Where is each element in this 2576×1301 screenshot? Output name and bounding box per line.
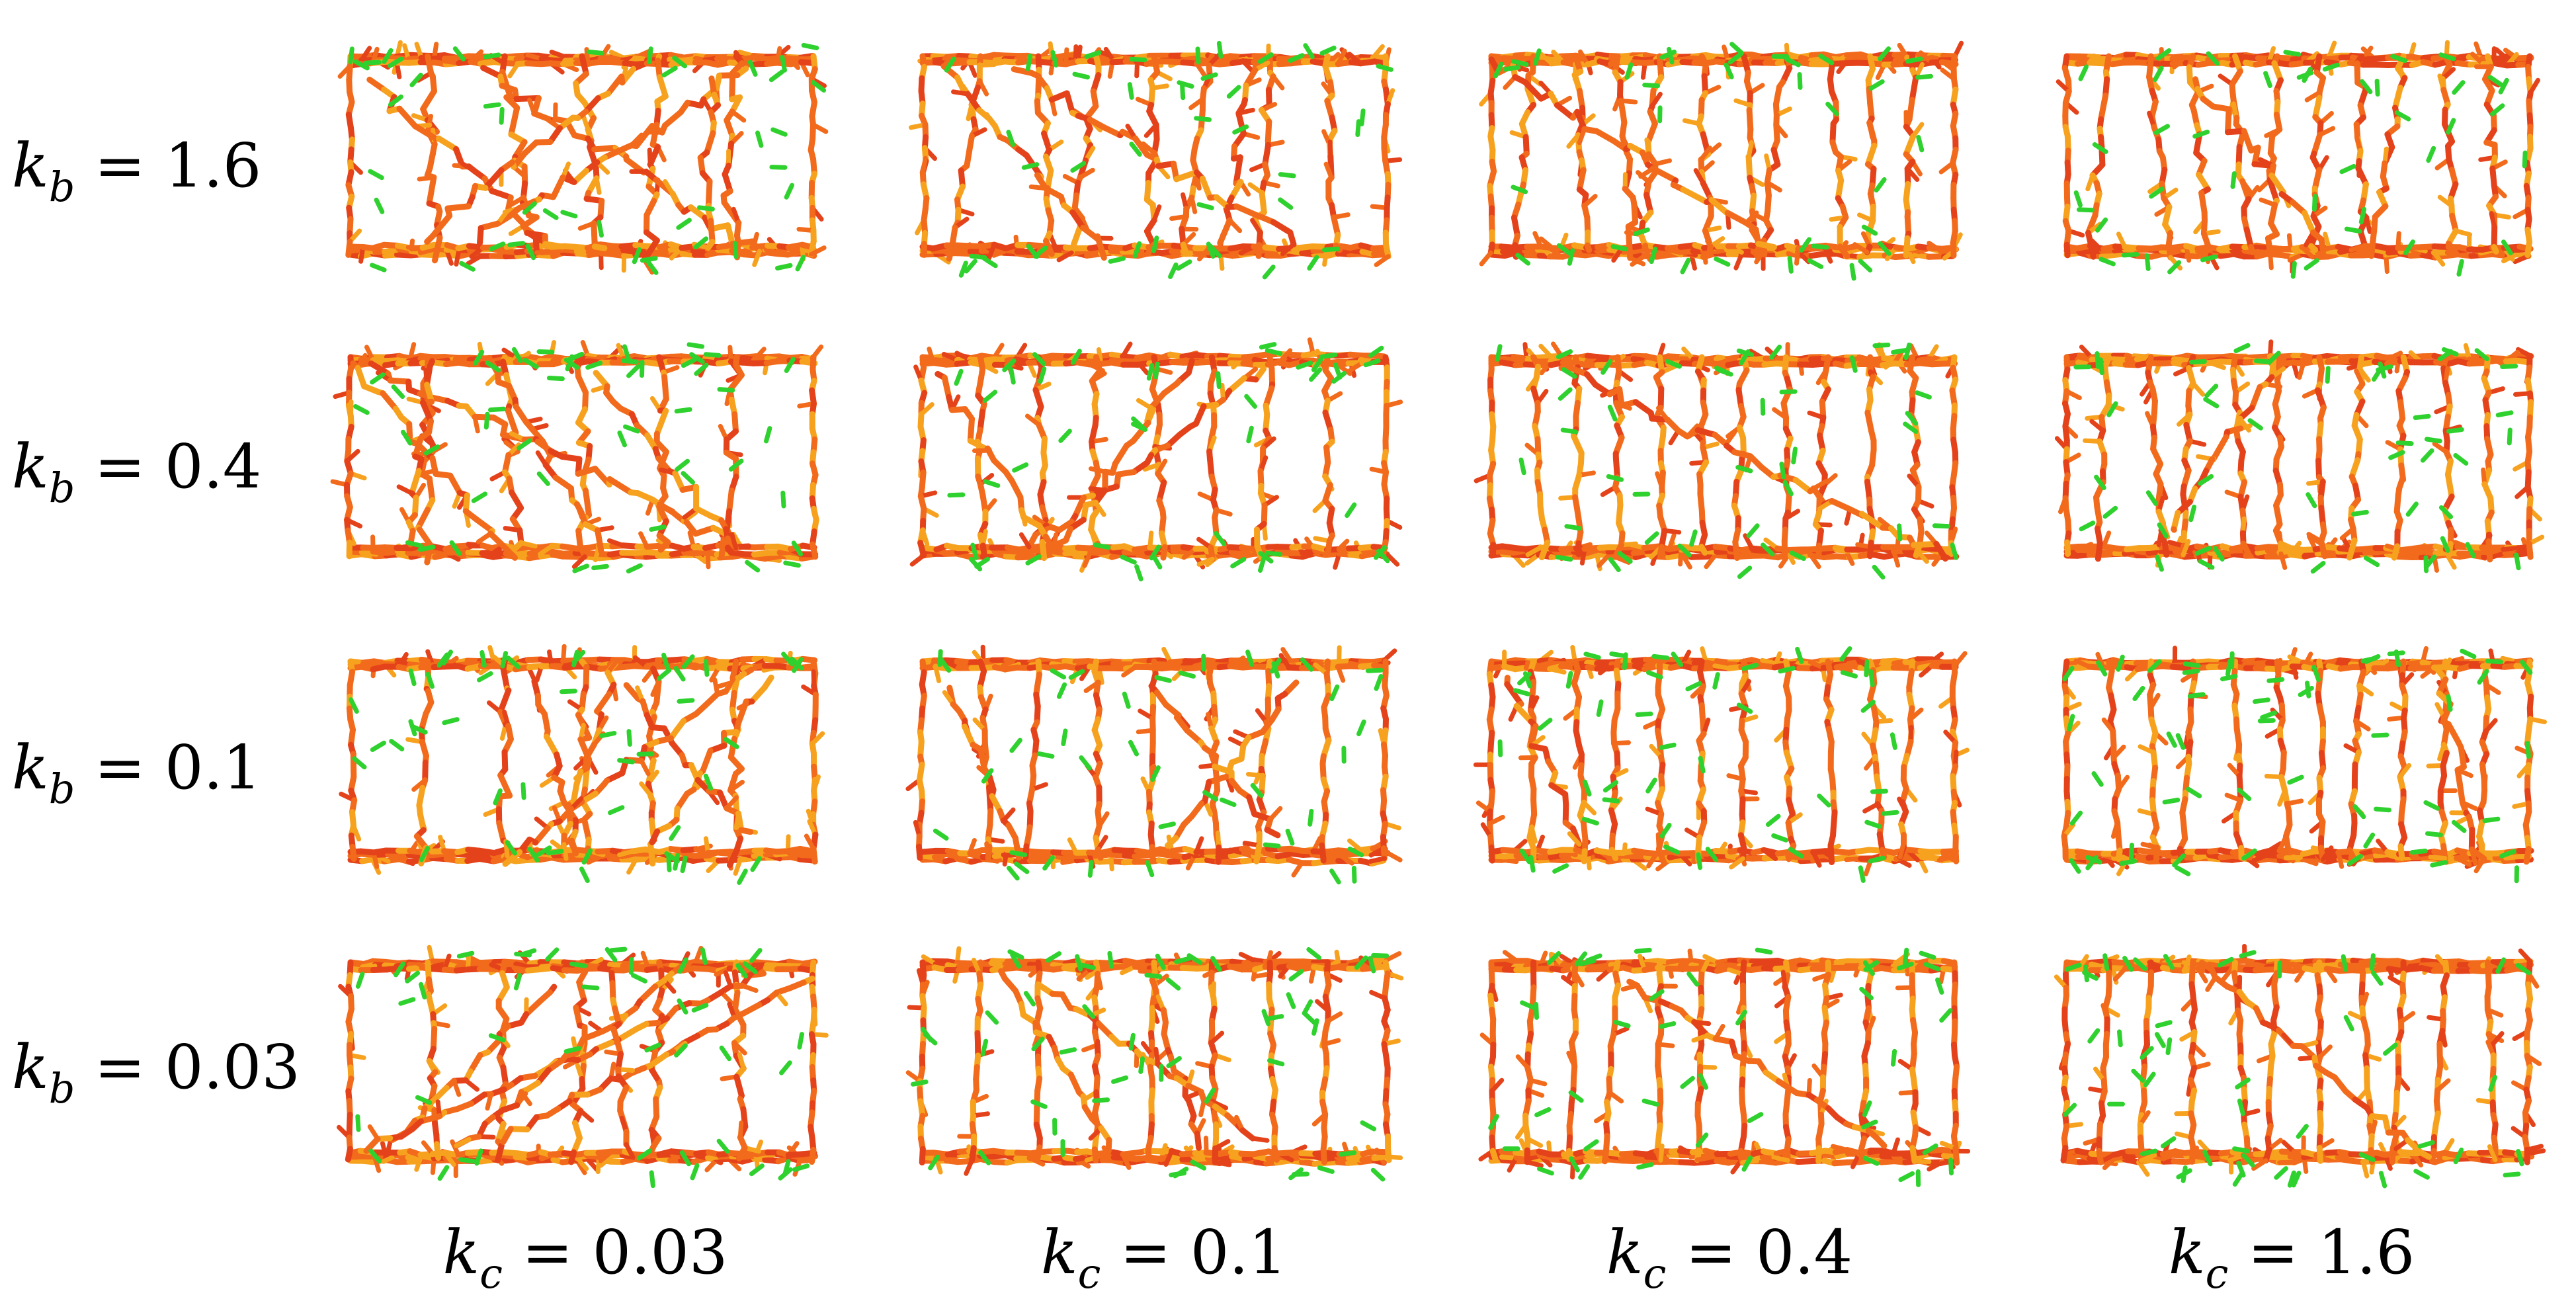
row-label-3: kb = 0.03 <box>12 1032 300 1112</box>
column-label-2: kc = 0.4 <box>1606 1217 1852 1298</box>
panel-r1-c0 <box>330 340 824 573</box>
panel-r3-c0 <box>337 944 829 1189</box>
panel-r2-c0 <box>339 644 825 885</box>
panel-r1-c3 <box>2054 339 2545 574</box>
panel-r0-c1 <box>909 40 1403 280</box>
panel-r1-c1 <box>909 337 1403 581</box>
row-label-2: kb = 0.1 <box>12 732 261 813</box>
row-label-0: kb = 1.6 <box>12 130 261 211</box>
column-label-0: kc = 0.03 <box>443 1217 728 1298</box>
panel-r0-c3 <box>2056 40 2540 279</box>
panel-r3-c3 <box>2054 944 2546 1189</box>
panel-r3-c2 <box>1478 947 1971 1187</box>
panel-r2-c1 <box>905 644 1403 885</box>
panel-r0-c2 <box>1479 40 1964 281</box>
panel-r2-c3 <box>2061 646 2547 884</box>
simulation-panels <box>330 40 2547 1189</box>
panel-r0-c0 <box>337 40 829 275</box>
row-labels: kb = 1.6 kb = 0.4 kb = 0.1 kb = 0.03 <box>12 130 300 1112</box>
row-label-1: kb = 0.4 <box>12 431 261 512</box>
column-labels: kc = 0.03 kc = 0.1 kc = 0.4 kc = 1.6 <box>443 1217 2415 1298</box>
column-label-1: kc = 0.1 <box>1041 1217 1287 1298</box>
panel-r1-c2 <box>1474 341 1960 580</box>
panel-r3-c1 <box>905 946 1404 1182</box>
column-label-3: kc = 1.6 <box>2169 1217 2415 1298</box>
panel-r2-c2 <box>1473 645 1970 883</box>
